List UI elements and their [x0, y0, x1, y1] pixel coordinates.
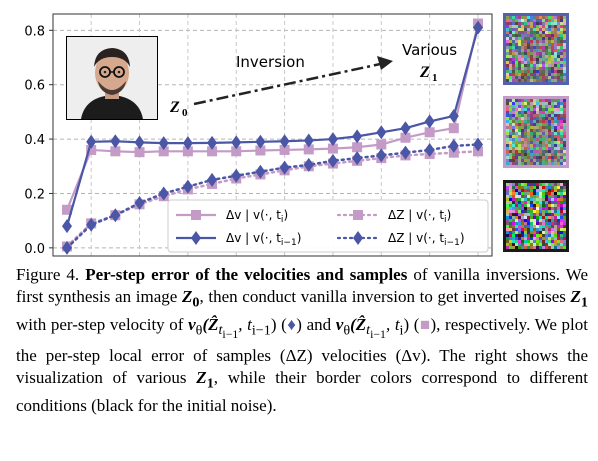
line-chart: 0.0 0.2 0.4 0.6 0.8 Inversion Various Z 0 Z … [24, 13, 493, 257]
legend-label: ΔZ | v(·, ti) [388, 208, 451, 225]
plot-frame [52, 13, 493, 257]
legend-box [167, 199, 489, 253]
data-point [231, 168, 242, 183]
data-point [448, 123, 459, 134]
data-point [400, 121, 411, 136]
data-point [134, 135, 145, 150]
data-point [231, 135, 242, 150]
data-point [62, 219, 72, 234]
data-point [327, 132, 338, 147]
svg-text:0: 0 [182, 107, 188, 119]
noise-thumbnail-purple [503, 13, 569, 85]
series-1 [62, 20, 483, 234]
square-marker-symbol: ■ [419, 314, 431, 334]
data-point [255, 164, 266, 179]
y-tick-label: 0.4 [24, 133, 45, 148]
data-point [400, 132, 411, 143]
data-point [424, 127, 435, 138]
data-point [279, 144, 290, 155]
data-point [182, 136, 193, 151]
source-image-z0 [66, 36, 158, 120]
data-point [62, 204, 72, 215]
data-point [134, 195, 145, 210]
data-point [86, 217, 97, 232]
noise-thumbnail-black [503, 180, 569, 252]
data-point [473, 20, 483, 35]
inversion-arrow [193, 61, 386, 106]
data-point [303, 144, 314, 155]
data-point [327, 153, 338, 168]
data-point [134, 147, 145, 158]
data-point [376, 148, 387, 163]
data-point [424, 142, 435, 157]
data-point [303, 157, 314, 172]
data-point [158, 136, 169, 151]
data-point [207, 135, 218, 150]
y-tick-label: 0.8 [24, 24, 45, 39]
y-tick-label: 0.6 [24, 79, 45, 94]
chart-area: 0.0 0.2 0.4 0.6 0.8 Inversion Various Z 0 Z … [24, 13, 569, 257]
legend-label: Δv | v(·, ti) [226, 208, 288, 225]
data-point [327, 143, 338, 154]
data-point [255, 134, 266, 149]
svg-text:Z: Z [419, 64, 430, 81]
data-point [352, 142, 363, 153]
legend-marker [191, 210, 201, 220]
data-point [231, 146, 242, 157]
series-3 [62, 137, 483, 255]
z1-label: Z 1 [419, 64, 438, 84]
data-point [86, 134, 97, 149]
z0-label: Z 0 [169, 99, 188, 119]
data-point [400, 145, 411, 160]
diamond-marker-symbol: ♦ [286, 314, 297, 334]
legend: Δv | v(·, ti)Δv | v(·, ti−1)ΔZ | v(·, ti… [167, 199, 489, 253]
data-point [448, 108, 459, 123]
data-point [303, 133, 314, 148]
data-point [182, 179, 193, 194]
data-point [376, 139, 387, 150]
data-point [448, 138, 459, 153]
legend-marker [191, 231, 201, 245]
figure-label: Figure 4. [16, 265, 80, 284]
caption-title: Per-step error of the velocities and sam… [85, 265, 408, 284]
data-point [473, 137, 483, 152]
data-point [110, 146, 121, 157]
data-point [207, 172, 218, 187]
figure-caption: Figure 4. Per-step error of the velociti… [16, 265, 589, 415]
y-tick-label: 0.2 [24, 187, 45, 202]
data-point [279, 134, 290, 149]
y-tick-label: 0.0 [24, 242, 45, 257]
data-point [110, 208, 121, 223]
data-point [62, 240, 72, 255]
inversion-arrowhead [377, 56, 393, 70]
data-point [279, 160, 290, 175]
various-label: Various [402, 41, 457, 59]
data-point [376, 125, 387, 140]
data-point [255, 145, 266, 156]
data-point [424, 114, 435, 129]
data-point [352, 151, 363, 166]
legend-marker [353, 210, 363, 220]
data-point [158, 186, 169, 201]
legend-marker [353, 231, 363, 245]
data-point [110, 134, 121, 149]
data-point [158, 146, 169, 157]
data-point [207, 146, 218, 157]
data-point [86, 144, 97, 155]
svg-text:1: 1 [432, 72, 438, 84]
inversion-label: Inversion [236, 53, 305, 71]
data-point [352, 129, 363, 144]
svg-text:Z: Z [169, 99, 180, 116]
data-point [182, 146, 193, 157]
noise-thumbnail-pink [503, 96, 569, 168]
